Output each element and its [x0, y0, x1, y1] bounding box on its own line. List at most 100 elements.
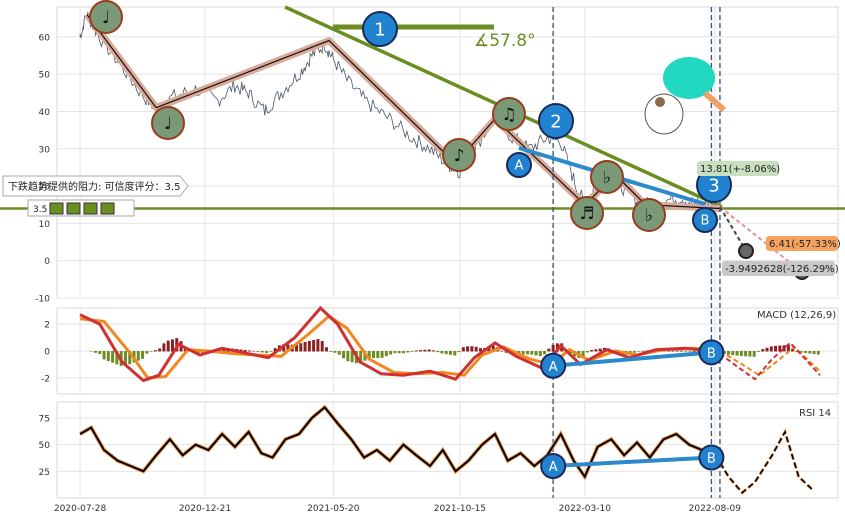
mascot-ball [663, 57, 715, 99]
x-tick-label: 2022-03-10 [559, 504, 612, 514]
mascot-paddle [702, 90, 727, 113]
macd-histogram-bar [342, 351, 346, 359]
macd-histogram-bar [585, 351, 589, 353]
macd-histogram-bar [769, 346, 773, 352]
macd-histogram-bar [491, 345, 495, 352]
rsi-divergence-label: A [549, 460, 558, 475]
macd-histogram-bar [123, 351, 127, 366]
macd-histogram-bar [367, 351, 371, 358]
macd-histogram-bar [273, 348, 277, 352]
macd-divergence-line [552, 350, 712, 368]
pivot-marker [692, 207, 718, 233]
price-panel: ♩♩1♪♫ 2♬♭♭3AB13.81(+-8.06%)6.41(-57.33%)-… [0, 0, 845, 498]
macd-y-tick-label: 0 [44, 348, 50, 358]
macd-histogram-bar [98, 351, 102, 355]
macd-histogram-bar [286, 344, 290, 352]
macd-histogram-bar [145, 351, 149, 354]
rsi-y-tick-label: 50 [39, 441, 51, 451]
macd-histogram-bar [423, 349, 427, 352]
x-tick-label: 2021-05-20 [307, 504, 360, 514]
rsi-divergence-marker [540, 453, 567, 479]
macd-histogram-bar [333, 351, 337, 353]
macd-histogram-bar [247, 350, 251, 352]
signal-projection [719, 345, 821, 377]
rsi-panel: AB [79, 404, 814, 495]
macd-histogram-bar [521, 351, 525, 355]
macd-histogram-bar [265, 351, 269, 353]
macd-histogram-bar [530, 351, 534, 355]
pivot-marker [151, 106, 185, 140]
macd-divergence-label: B [707, 346, 716, 361]
score-icon [83, 202, 98, 215]
macd-histogram-bar [350, 351, 354, 363]
macd-histogram-bar [359, 351, 363, 364]
macd-histogram-bar [727, 351, 731, 355]
macd-histogram-bar [128, 351, 132, 365]
pivot-label: ♫ [501, 105, 516, 125]
resistance-label: 下跌趋势提供的阻力: 可信度评分：3.5 [8, 180, 180, 193]
macd-histogram-bar [329, 351, 333, 352]
angle-label: ∡57.8° [474, 31, 536, 51]
projection-label: -3.9492628(-126.29%) [725, 264, 839, 275]
pivot-label: ♭ [603, 168, 611, 188]
macd-histogram-bar [115, 351, 119, 365]
macd-histogram-bar [158, 348, 162, 352]
macd-histogram-bar [427, 349, 431, 352]
score-badge-value: 3.5 [33, 205, 47, 215]
macd-title: MACD (12,26,9) [757, 310, 836, 321]
projection-label: 6.41(-57.33%) [769, 239, 841, 250]
macd-histogram-bar [461, 347, 465, 352]
macd-histogram-bar [102, 351, 106, 360]
macd-histogram-bar [803, 351, 807, 353]
macd-histogram-bar [774, 345, 778, 352]
macd-line [79, 305, 712, 383]
macd-histogram-bar [419, 350, 423, 352]
macd-histogram-bar [808, 351, 812, 354]
macd-histogram-bar [307, 340, 311, 352]
macd-histogram-bar [397, 351, 401, 354]
macd-histogram-bar [594, 349, 598, 352]
macd-histogram-bar [453, 351, 457, 356]
resistance-callout [2, 175, 189, 197]
macd-histogram-bar [684, 350, 688, 352]
macd-histogram-bar [106, 351, 110, 362]
macd-histogram-bar [692, 351, 696, 353]
macd-histogram-bar [470, 346, 474, 352]
macd-projection [719, 341, 821, 381]
macd-histogram-bar [295, 344, 299, 352]
macd-histogram-bar [688, 351, 692, 352]
macd-histogram-bar [406, 351, 410, 353]
macd-histogram-bar [551, 344, 555, 352]
macd-divergence-marker [540, 352, 567, 379]
pivot-label: ♬ [579, 204, 594, 224]
pivot-marker [89, 0, 123, 34]
macd-histogram-bar [89, 351, 93, 352]
x-tick-label: 2022-08-09 [689, 504, 742, 514]
macd-histogram-bar [744, 351, 748, 357]
macd-histogram-bar [543, 351, 547, 355]
macd-histogram-bar [487, 346, 491, 352]
macd-histogram-bar [598, 348, 602, 352]
macd-histogram-bar [363, 351, 367, 361]
pivot-marker [632, 198, 666, 232]
rsi-projection [715, 429, 813, 494]
signal-line [79, 314, 712, 380]
pivot-label: 3 [708, 175, 719, 196]
pivot-marker [570, 196, 604, 230]
macd-histogram-bar [816, 351, 820, 355]
macd-histogram-bar [376, 351, 380, 359]
axes: 2020-07-28 2020-12-21 2021-05-20 2021-10-15… [35, 33, 741, 514]
macd-histogram-bar [590, 349, 594, 352]
projection-marker [738, 243, 754, 259]
pivot-marker [492, 97, 526, 131]
macd-histogram-bar [675, 350, 679, 352]
x-tick-label: 2020-07-28 [54, 504, 107, 514]
macd-histogram-bar [765, 347, 769, 352]
macd-histogram-bar [337, 351, 341, 355]
price-y-tick-label: 40 [39, 108, 51, 118]
macd-histogram-bar [141, 351, 145, 359]
macd-histogram-bar [752, 351, 756, 357]
macd-histogram-bar [534, 351, 538, 356]
macd-histogram-bar [166, 340, 170, 352]
macd-histogram-bar [812, 351, 816, 354]
